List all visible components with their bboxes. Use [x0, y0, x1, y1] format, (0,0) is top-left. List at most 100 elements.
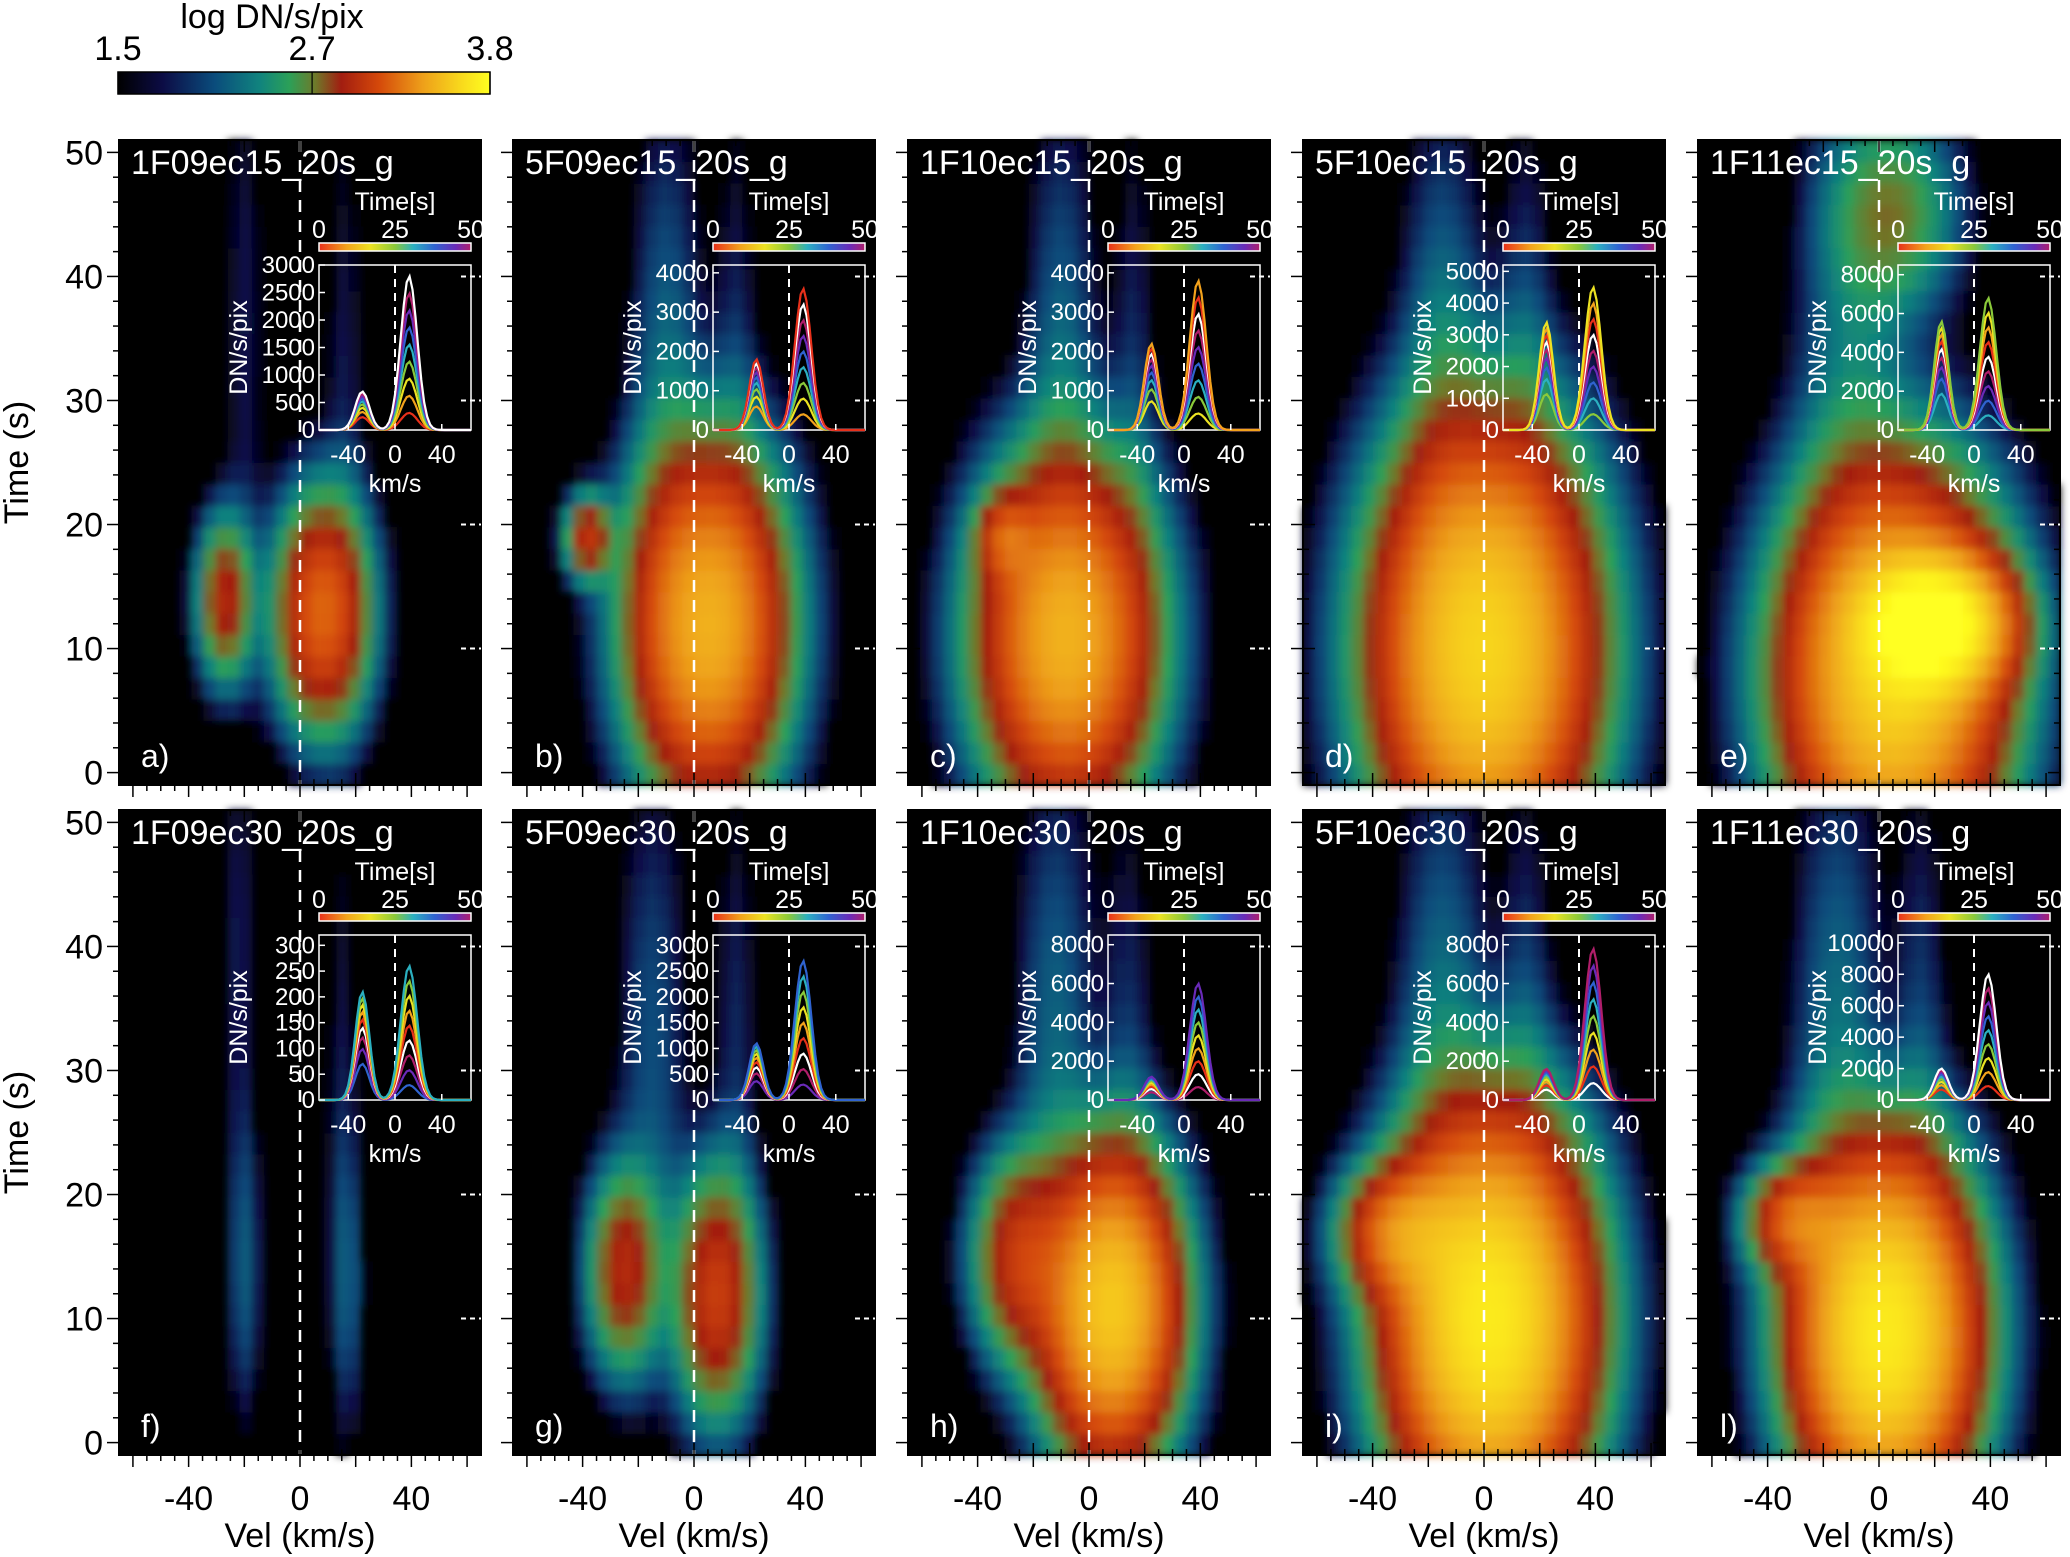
heatmap-cell — [1628, 720, 1642, 743]
heatmap-cell — [1496, 656, 1509, 679]
heatmap-cell — [1520, 505, 1533, 528]
heatmap-cell — [920, 656, 933, 679]
heatmap-cell — [730, 1347, 743, 1370]
heatmap-cell — [621, 290, 635, 313]
heatmap-cell — [968, 634, 981, 657]
heatmap-cell — [1854, 742, 1868, 765]
heatmap-cell — [657, 699, 671, 722]
heatmap-cell — [1830, 699, 1844, 722]
heatmap-cell — [657, 527, 671, 550]
heatmap-cell — [360, 484, 373, 507]
inset-y-tick-label: 500 — [275, 390, 315, 417]
heatmap-cell — [263, 462, 277, 485]
heatmap-cell — [1975, 613, 1989, 636]
heatmap-cell — [300, 570, 313, 593]
heatmap-cell — [1399, 548, 1413, 571]
heatmap-cell — [1746, 677, 1759, 700]
heatmap-cell — [1963, 720, 1977, 743]
heatmap-cell — [227, 1003, 241, 1026]
inset-y-label: DN/s/pix — [1804, 300, 1832, 395]
heatmap-cell — [1927, 290, 1940, 313]
heatmap-cell — [1016, 613, 1030, 636]
heatmap-cell — [1734, 570, 1747, 593]
heatmap-cell — [669, 1412, 683, 1435]
heatmap-cell — [718, 269, 731, 292]
heatmap-cell — [1734, 656, 1747, 679]
heatmap-cell — [1879, 548, 1892, 571]
heatmap-cell — [992, 376, 1006, 399]
heatmap-cell — [1544, 699, 1557, 722]
heatmap-cell — [1722, 656, 1735, 679]
inset-time-tick: 25 — [1170, 216, 1198, 244]
heatmap-cell — [251, 1218, 265, 1241]
y-tick-label: 10 — [65, 1301, 103, 1339]
heatmap-cell — [1758, 677, 1771, 700]
heatmap-cell — [992, 1369, 1006, 1392]
heatmap-cell — [1004, 1111, 1018, 1134]
heatmap-cell — [1040, 763, 1054, 786]
heatmap-cell — [766, 613, 780, 636]
heatmap-cell — [633, 699, 647, 722]
heatmap-cell — [1101, 441, 1114, 464]
heatmap-cell — [826, 591, 840, 614]
heatmap-cell — [1028, 183, 1042, 206]
heatmap-cell — [681, 1261, 695, 1284]
heatmap-cell — [742, 656, 755, 679]
heatmap-cell — [742, 269, 755, 292]
heatmap-cell — [968, 699, 981, 722]
heatmap-cell — [336, 960, 349, 983]
inset-time-label: Time[s] — [1933, 188, 2014, 216]
heatmap-cell — [742, 1326, 755, 1349]
heatmap-cell — [227, 312, 241, 335]
heatmap-cell — [1028, 548, 1042, 571]
heatmap-cell — [1939, 161, 1952, 184]
heatmap-cell — [215, 634, 229, 657]
heatmap-cell — [1387, 677, 1401, 700]
heatmap-cell — [669, 1261, 683, 1284]
heatmap-cell — [645, 398, 659, 421]
inset-time-tick: 0 — [1496, 216, 1510, 244]
heatmap-cell — [1351, 699, 1364, 722]
heatmap-cell — [1113, 939, 1126, 962]
heatmap-cell — [1435, 634, 1449, 657]
heatmap-cell — [1197, 548, 1211, 571]
heatmap-cell — [1818, 183, 1832, 206]
heatmap-cell — [2047, 699, 2061, 722]
heatmap-cell — [1004, 1433, 1018, 1456]
heatmap-cell — [1722, 570, 1735, 593]
heatmap-cell — [742, 505, 755, 528]
heatmap-cell — [1471, 505, 1485, 528]
heatmap-cell — [179, 591, 192, 614]
heatmap-cell — [2047, 742, 2061, 765]
heatmap-cell — [1052, 634, 1066, 657]
heatmap-cell — [1161, 527, 1175, 550]
heatmap-cell — [1089, 591, 1102, 614]
heatmap-cell — [263, 570, 277, 593]
heatmap-cell — [191, 570, 205, 593]
heatmap-cell — [669, 1197, 683, 1220]
heatmap-cell — [1927, 656, 1940, 679]
heatmap-cell — [944, 527, 957, 550]
heatmap-cell — [1101, 484, 1114, 507]
heatmap-cell — [1544, 548, 1557, 571]
heatmap-cell — [681, 419, 695, 442]
heatmap-cell — [1315, 677, 1328, 700]
heatmap-cell — [227, 831, 241, 854]
heatmap-cell — [1580, 634, 1594, 657]
heatmap-cell — [621, 441, 635, 464]
heatmap-cell — [1125, 1412, 1138, 1435]
heatmap-cell — [1842, 161, 1856, 184]
heatmap-cell — [1806, 441, 1820, 464]
heatmap-cell — [766, 677, 780, 700]
heatmap-cell — [1173, 527, 1187, 550]
heatmap-cell — [730, 1218, 743, 1241]
heatmap-cell — [992, 1111, 1006, 1134]
heatmap-cell — [1927, 591, 1940, 614]
heatmap-cell — [1758, 763, 1771, 786]
heatmap-cell — [1794, 161, 1808, 184]
heatmap-cell — [1327, 742, 1340, 765]
heatmap-cell — [1746, 462, 1759, 485]
heatmap-cell — [1327, 677, 1340, 700]
